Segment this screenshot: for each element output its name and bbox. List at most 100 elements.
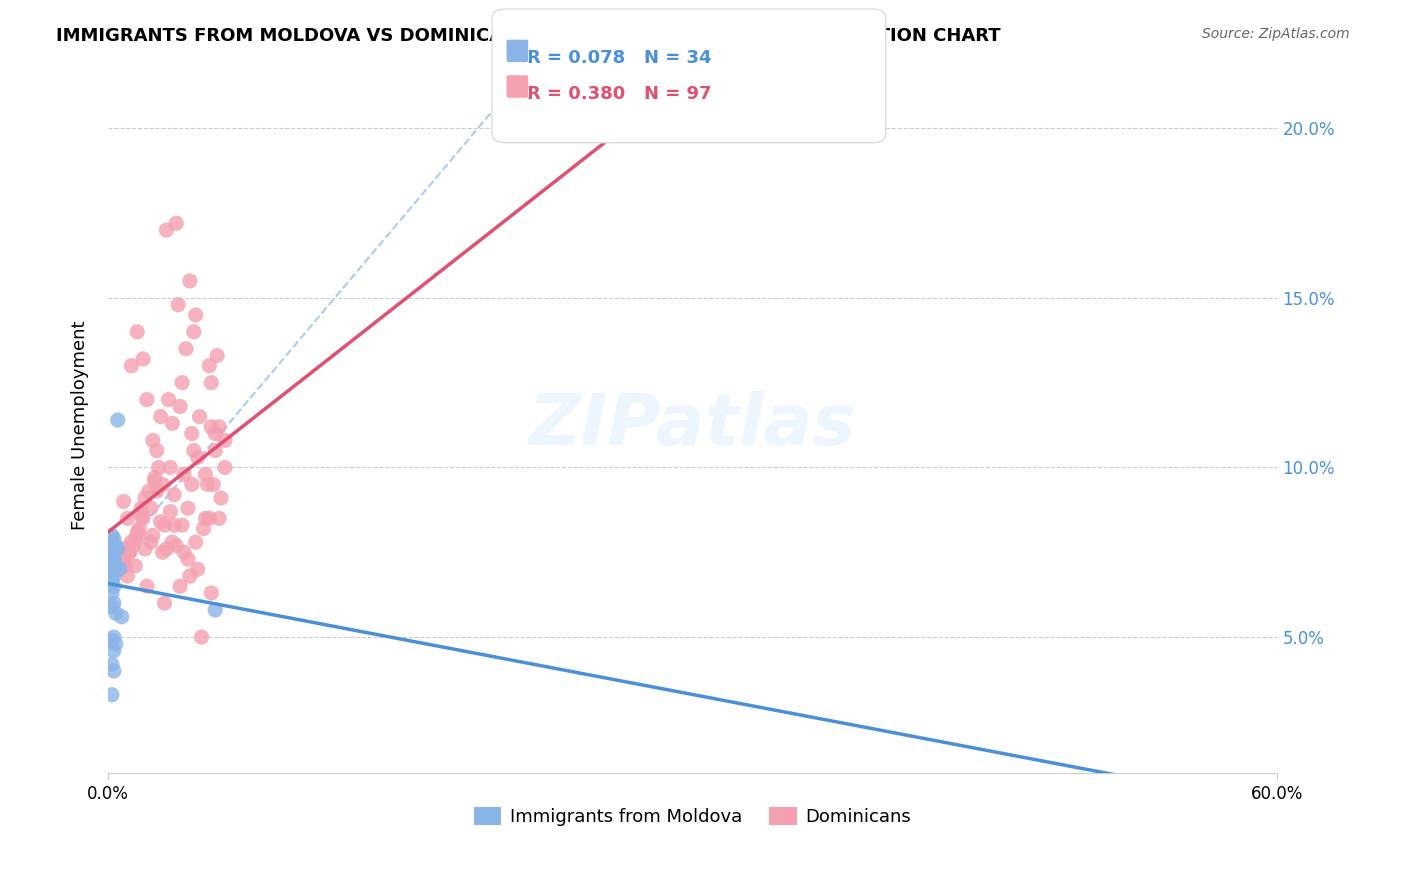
Point — [104, 539, 127, 553]
Point — [103, 596, 125, 610]
Point — [101, 528, 124, 542]
Point — [143, 470, 166, 484]
Point — [177, 501, 200, 516]
Point — [120, 535, 142, 549]
Point — [179, 569, 201, 583]
Point — [101, 566, 124, 580]
Point — [173, 545, 195, 559]
Point — [103, 630, 125, 644]
Point — [197, 477, 219, 491]
Point — [103, 579, 125, 593]
Point — [138, 484, 160, 499]
Point — [101, 633, 124, 648]
Point — [198, 359, 221, 373]
Point — [194, 467, 217, 482]
Point — [118, 545, 141, 559]
Point — [132, 351, 155, 366]
Point — [157, 392, 180, 407]
Point — [145, 443, 167, 458]
Point — [149, 515, 172, 529]
Point — [103, 556, 125, 570]
Point — [108, 549, 131, 563]
Point — [200, 586, 222, 600]
Point — [104, 549, 127, 563]
Point — [169, 579, 191, 593]
Point — [101, 556, 124, 570]
Point — [120, 359, 142, 373]
Point — [177, 552, 200, 566]
Point — [214, 460, 236, 475]
Point — [184, 308, 207, 322]
Point — [169, 400, 191, 414]
Point — [193, 522, 215, 536]
Point — [170, 518, 193, 533]
Point — [127, 524, 149, 539]
Point — [111, 609, 134, 624]
Point — [200, 376, 222, 390]
Point — [198, 511, 221, 525]
Point — [180, 477, 202, 491]
Point — [128, 528, 150, 542]
Point — [129, 501, 152, 516]
Point — [153, 518, 176, 533]
Point — [101, 575, 124, 590]
Point — [200, 419, 222, 434]
Point — [112, 541, 135, 556]
Point — [162, 535, 184, 549]
Point — [148, 460, 170, 475]
Point — [101, 535, 124, 549]
Point — [183, 325, 205, 339]
Point — [143, 474, 166, 488]
Text: Source: ZipAtlas.com: Source: ZipAtlas.com — [1202, 27, 1350, 41]
Point — [155, 541, 177, 556]
Point — [103, 569, 125, 583]
Text: IMMIGRANTS FROM MOLDOVA VS DOMINICAN FEMALE UNEMPLOYMENT CORRELATION CHART: IMMIGRANTS FROM MOLDOVA VS DOMINICAN FEM… — [56, 27, 1001, 45]
Point — [165, 216, 187, 230]
Text: R = 0.380   N = 97: R = 0.380 N = 97 — [527, 85, 711, 103]
Point — [108, 562, 131, 576]
Point — [174, 342, 197, 356]
Point — [163, 518, 186, 533]
Point — [136, 579, 159, 593]
Point — [118, 545, 141, 559]
Point — [208, 511, 231, 525]
Point — [167, 298, 190, 312]
Point — [187, 450, 209, 465]
Y-axis label: Female Unemployment: Female Unemployment — [72, 320, 89, 530]
Point — [107, 541, 129, 556]
Text: ZIPatlas: ZIPatlas — [529, 391, 856, 459]
Point — [117, 569, 139, 583]
Point — [124, 558, 146, 573]
Point — [142, 434, 165, 448]
Point — [104, 607, 127, 621]
Point — [165, 539, 187, 553]
Point — [103, 552, 125, 566]
Point — [103, 545, 125, 559]
Point — [136, 392, 159, 407]
Point — [183, 443, 205, 458]
Point — [187, 562, 209, 576]
Point — [179, 274, 201, 288]
Point — [114, 558, 136, 573]
Point — [209, 491, 232, 505]
Point — [101, 657, 124, 672]
Point — [104, 558, 127, 573]
Point — [104, 637, 127, 651]
Point — [188, 409, 211, 424]
Point — [128, 522, 150, 536]
Point — [170, 376, 193, 390]
Point — [205, 349, 228, 363]
Point — [159, 460, 181, 475]
Point — [139, 535, 162, 549]
Point — [145, 484, 167, 499]
Legend: Immigrants from Moldova, Dominicans: Immigrants from Moldova, Dominicans — [467, 799, 918, 833]
Point — [101, 688, 124, 702]
Point — [101, 586, 124, 600]
Point — [204, 603, 226, 617]
Point — [117, 511, 139, 525]
Point — [152, 545, 174, 559]
Point — [124, 532, 146, 546]
Point — [101, 599, 124, 614]
Point — [103, 664, 125, 678]
Text: R = 0.078   N = 34: R = 0.078 N = 34 — [527, 49, 711, 67]
